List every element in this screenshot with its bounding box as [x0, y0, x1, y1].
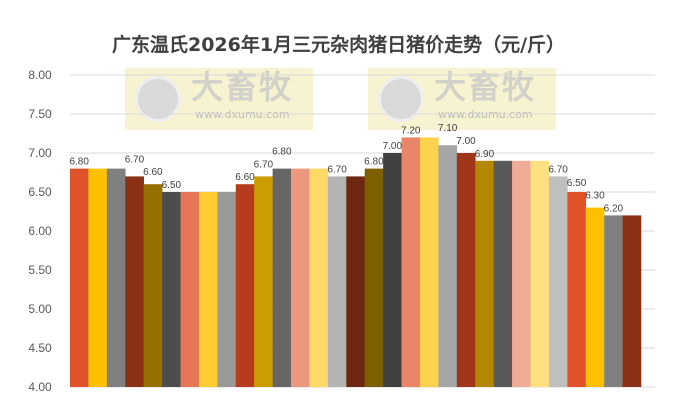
y-tick-label: 4.00 [28, 380, 52, 394]
bar [346, 176, 366, 387]
watermark-logo: 大畜牧 www.dxumu.com [125, 68, 313, 130]
y-tick-label: 5.50 [28, 263, 52, 277]
bar [272, 168, 292, 387]
bar [143, 184, 163, 387]
data-label: 6.20 [604, 203, 624, 214]
bar [217, 192, 237, 387]
data-label: 6.80 [272, 147, 292, 158]
data-label: 6.70 [125, 154, 145, 165]
bar [180, 192, 200, 387]
data-label: 6.50 [162, 180, 182, 191]
bar [438, 145, 458, 387]
watermark-brand: 大畜牧 [434, 68, 537, 106]
bar [198, 192, 218, 387]
bar [585, 207, 605, 387]
y-tick-label: 6.50 [28, 185, 52, 199]
y-tick-label: 6.00 [28, 224, 52, 238]
y-tick-label: 4.50 [28, 341, 52, 355]
bar [235, 184, 255, 387]
bar [548, 176, 568, 387]
y-tick-label: 7.50 [28, 107, 52, 121]
data-label: 6.80 [364, 157, 384, 168]
watermark-logo: 大畜牧 www.dxumu.com [368, 68, 556, 130]
data-label: 6.70 [327, 164, 347, 175]
bar [475, 160, 494, 387]
bar [88, 168, 108, 387]
data-label: 6.60 [235, 172, 255, 183]
bar [530, 160, 550, 387]
bar [291, 168, 310, 387]
bar [327, 176, 347, 387]
bar [254, 176, 273, 387]
bar [493, 160, 513, 387]
bar [419, 137, 439, 387]
data-label: 7.00 [456, 136, 476, 147]
bar [622, 215, 642, 387]
data-label: 6.50 [567, 178, 587, 189]
data-label: 7.00 [383, 141, 403, 152]
data-label: 6.30 [585, 191, 605, 202]
data-label: 7.10 [438, 123, 458, 134]
bar [401, 137, 421, 387]
y-tick-label: 7.00 [28, 146, 52, 160]
bar [512, 160, 531, 387]
data-label: 6.90 [475, 149, 495, 160]
bar [456, 153, 476, 387]
data-label: 6.70 [548, 164, 568, 175]
watermark-brand: 大畜牧 [191, 68, 294, 106]
data-label: 6.80 [69, 157, 89, 168]
bar [70, 168, 89, 387]
data-label: 6.70 [254, 159, 274, 170]
y-tick-label: 8.00 [28, 68, 52, 82]
data-label: 7.20 [401, 125, 421, 136]
bar [567, 192, 587, 387]
bar [364, 168, 384, 387]
y-tick-label: 5.00 [28, 302, 52, 316]
bar [383, 153, 402, 387]
bar [106, 168, 126, 387]
data-label: 6.60 [143, 167, 163, 178]
chart-title: 广东温氏2026年1月三元杂肉猪日猪价走势（元/斤） [111, 34, 566, 56]
bar [604, 215, 623, 387]
bar [125, 176, 144, 387]
bar [309, 168, 329, 387]
bar [162, 192, 181, 387]
